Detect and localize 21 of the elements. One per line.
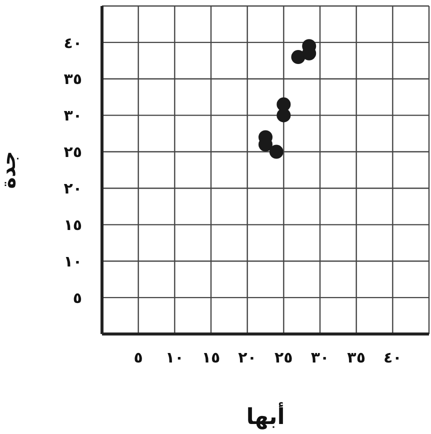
point	[269, 144, 284, 159]
y-tick-label: ٣٠	[64, 106, 82, 125]
y-tick-label: ٢٠	[64, 180, 82, 198]
x-tick-label: ٣٠	[310, 348, 330, 367]
y-tick-label: ١٠	[64, 252, 82, 270]
y-tick-label: ٤٠	[64, 34, 82, 52]
x-axis-title: أبها	[246, 402, 285, 430]
x-tick-label: ٤٠	[384, 348, 402, 367]
x-tick-label: ٢٥	[274, 348, 293, 367]
y-tick-label: ٢٥	[64, 143, 82, 162]
y-tick-label: ١٥	[64, 216, 82, 234]
x-tick-label: ١٠	[166, 348, 184, 367]
point	[276, 108, 291, 122]
x-tick-label: ٥	[134, 348, 143, 367]
y-tick-label: ٥	[72, 288, 82, 307]
x-tick-label: ٢٠	[238, 348, 256, 367]
y-tick-label: ٣٥	[64, 70, 82, 88]
x-tick-label: ٣٥	[347, 348, 366, 367]
point	[291, 50, 306, 64]
y-axis-title: جدة	[0, 151, 20, 189]
x-tick-label: ١٥	[202, 348, 220, 367]
